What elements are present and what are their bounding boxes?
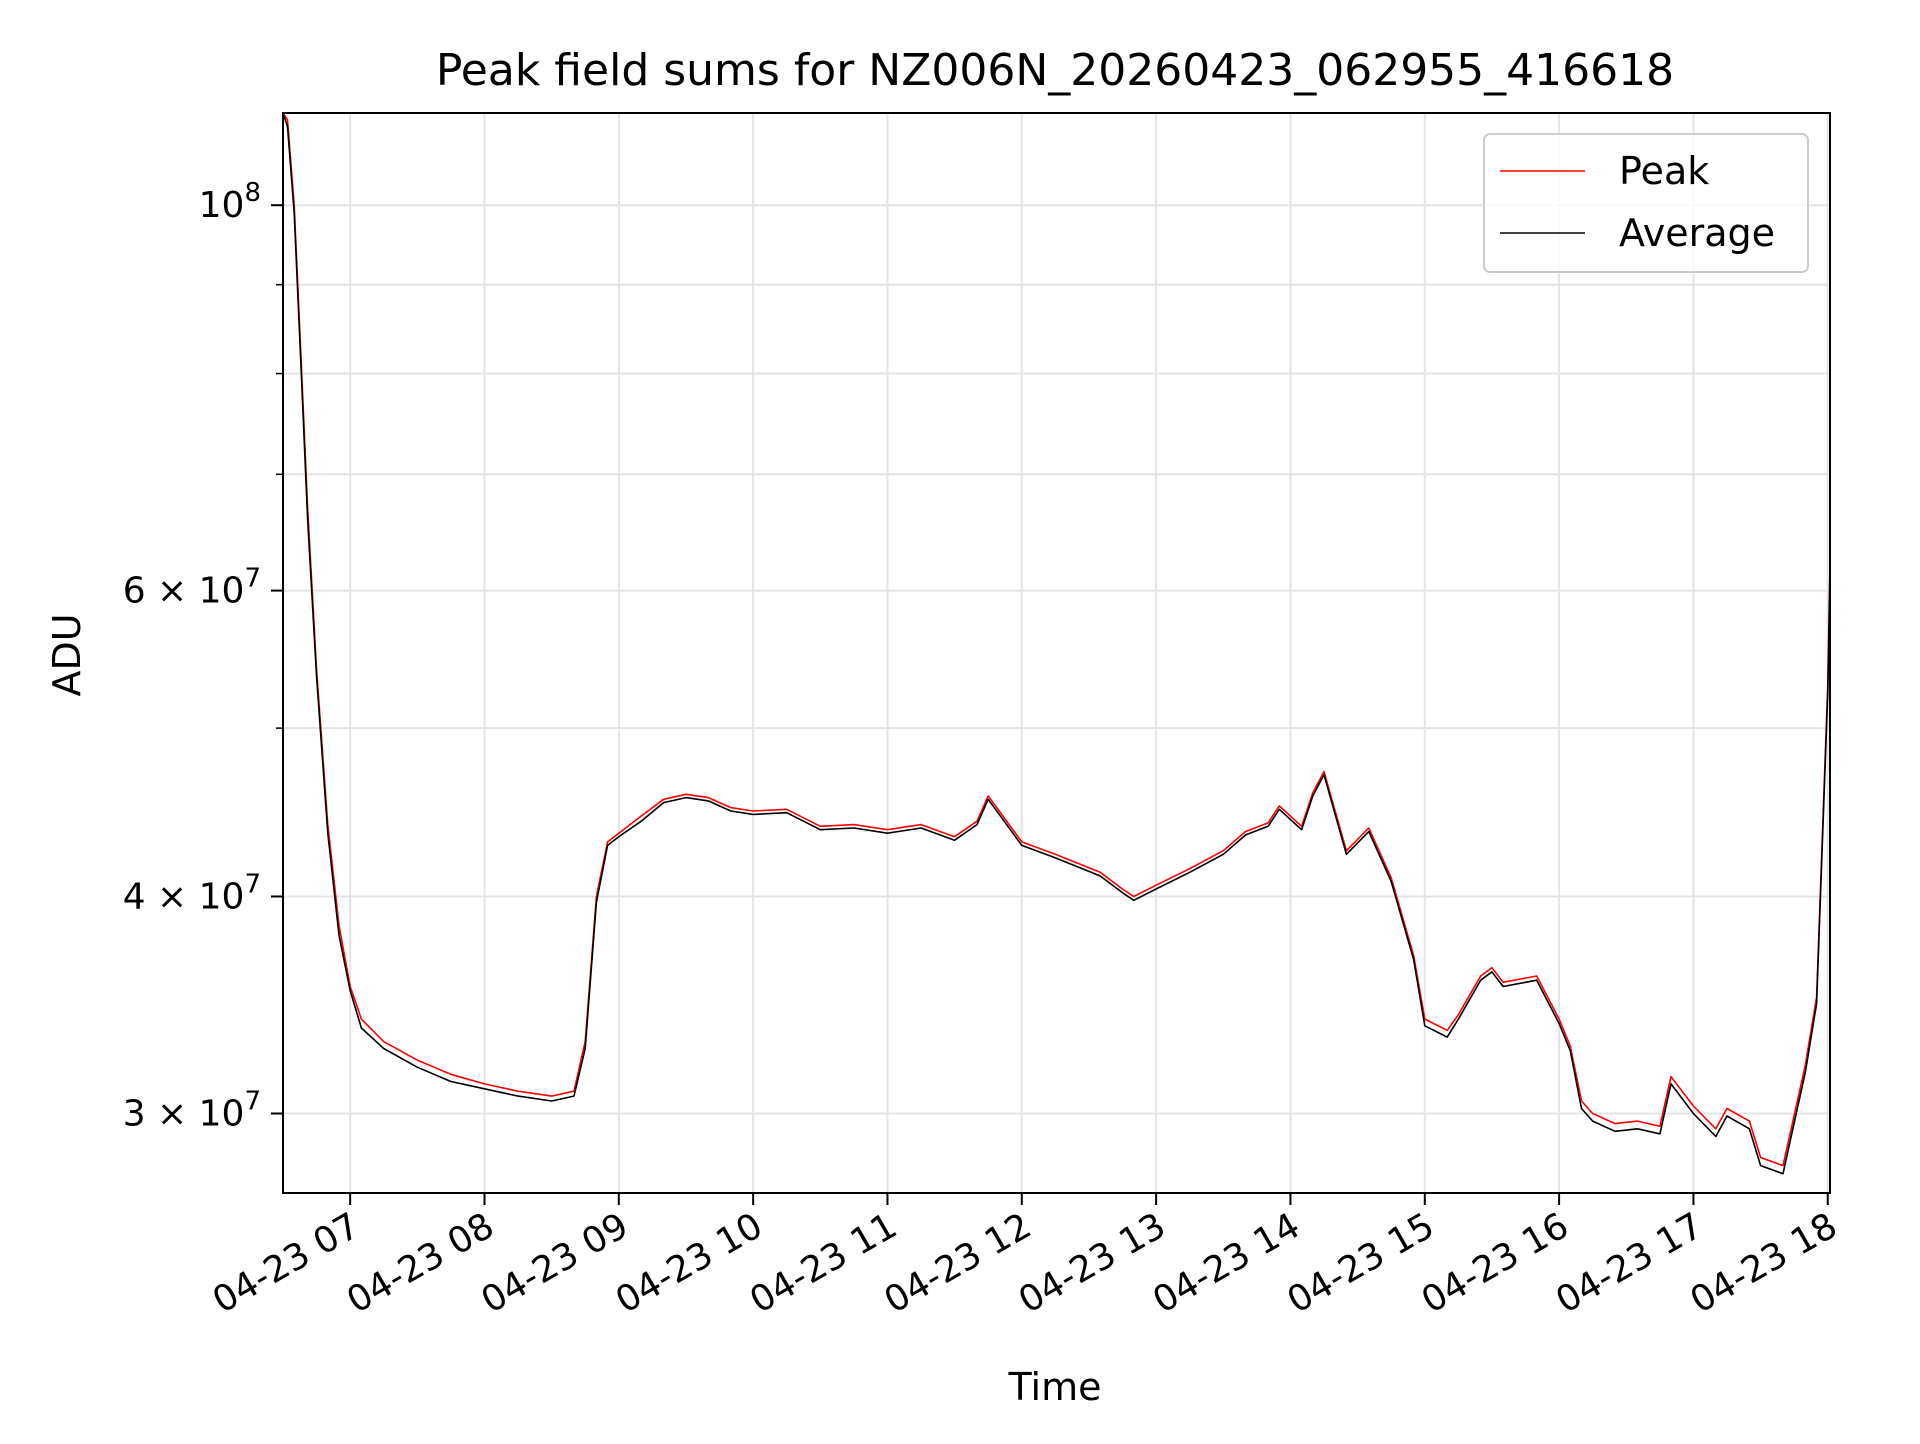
- y-tick-label: 6 × 107: [123, 564, 261, 612]
- x-tick-label: 04-23 10: [609, 1205, 770, 1321]
- x-tick-label: 04-23 07: [206, 1205, 367, 1321]
- series-line-average: [282, 112, 1831, 1175]
- y-tick-label: 3 × 107: [123, 1087, 261, 1135]
- x-tick-label: 04-23 18: [1684, 1205, 1845, 1321]
- legend-label-peak: Peak: [1619, 149, 1709, 193]
- plot-area-frame: [282, 112, 1831, 1194]
- y-axis-label: ADU: [45, 613, 89, 696]
- y-tick-label: 108: [199, 178, 261, 226]
- x-tick-label: 04-23 17: [1549, 1205, 1710, 1321]
- x-tick-label: 04-23 14: [1146, 1205, 1307, 1321]
- legend-label-average: Average: [1619, 211, 1775, 255]
- y-axis-ticks: 108 6 × 107 4 × 107 3 × 107: [123, 178, 283, 1135]
- grid-lines: [283, 113, 1830, 1193]
- x-tick-label: 04-23 16: [1415, 1205, 1576, 1321]
- y-tick-label: 4 × 107: [123, 869, 261, 917]
- x-tick-label: 04-23 12: [878, 1205, 1039, 1321]
- series-lines: [282, 112, 1831, 1175]
- legend: Peak Average: [1483, 133, 1809, 273]
- chart-title: Peak field sums for NZ006N_20260423_0629…: [436, 45, 1674, 96]
- x-tick-label: 04-23 08: [340, 1205, 501, 1321]
- x-tick-label: 04-23 15: [1281, 1205, 1442, 1321]
- x-axis-label: Time: [1008, 1365, 1102, 1409]
- x-tick-label: 04-23 11: [743, 1205, 904, 1321]
- legend-box: [1483, 133, 1809, 273]
- series-line-peak: [282, 112, 1831, 1167]
- x-tick-label: 04-23 09: [475, 1205, 636, 1321]
- x-tick-label: 04-23 13: [1012, 1205, 1173, 1321]
